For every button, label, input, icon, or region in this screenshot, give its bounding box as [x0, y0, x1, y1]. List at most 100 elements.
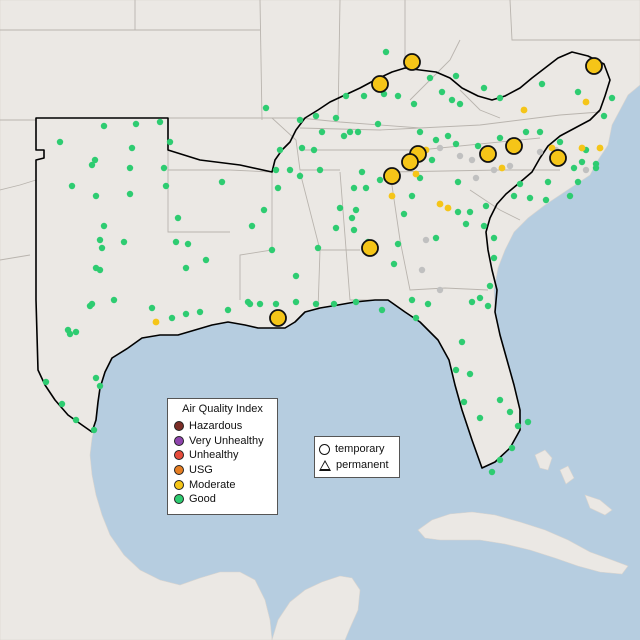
good-monitor-dot [168, 314, 176, 322]
good-monitor-dot [570, 164, 578, 172]
good-monitor-dot [448, 96, 456, 104]
good-monitor-dot [298, 144, 306, 152]
good-monitor-dot [416, 128, 424, 136]
moderate-temporary-monitor [585, 57, 603, 75]
good-monitor-dot [408, 192, 416, 200]
good-monitor-dot [378, 306, 386, 314]
good-monitor-dot [390, 260, 398, 268]
legend-item-permanent: permanent [315, 457, 399, 473]
good-monitor-dot [466, 208, 474, 216]
no-data-monitor-dot [456, 152, 464, 160]
good-monitor-dot [496, 94, 504, 102]
good-monitor-dot [184, 240, 192, 248]
good-monitor-dot [394, 92, 402, 100]
good-monitor-dot [88, 161, 96, 169]
moderate-monitor-dot [578, 144, 586, 152]
good-monitor-dot [488, 468, 496, 476]
good-monitor-dot [592, 160, 600, 168]
good-monitor-dot [202, 256, 210, 264]
land-yucatan [271, 575, 361, 640]
good-monitor-dot [508, 444, 516, 452]
no-data-monitor-dot [582, 166, 590, 174]
good-monitor-dot [424, 300, 432, 308]
good-monitor-dot [316, 166, 324, 174]
legend-item-very-unhealthy: Very Unhealthy [168, 434, 277, 449]
legend-item-unhealthy: Unhealthy [168, 448, 277, 463]
good-monitor-dot [350, 226, 358, 234]
good-monitor-dot [486, 282, 494, 290]
moderate-monitor-dot [412, 170, 420, 178]
good-monitor-dot [354, 128, 362, 136]
legend-item-good: Good [168, 492, 277, 507]
good-monitor-dot [58, 400, 66, 408]
no-data-monitor-dot [536, 148, 544, 156]
good-monitor-dot [132, 120, 140, 128]
no-data-monitor-dot [436, 286, 444, 294]
good-monitor-dot [466, 370, 474, 378]
good-monitor-dot [196, 308, 204, 316]
good-monitor-dot [362, 184, 370, 192]
good-monitor-dot [56, 138, 64, 146]
good-monitor-dot [110, 296, 118, 304]
land-bahamas [584, 494, 613, 516]
good-monitor-dot [462, 220, 470, 228]
good-monitor-dot [484, 302, 492, 310]
good-monitor-dot [452, 366, 460, 374]
good-monitor-dot [330, 300, 338, 308]
good-monitor-dot [454, 208, 462, 216]
monitor-markers [42, 48, 616, 476]
good-monitor-dot [376, 176, 384, 184]
good-monitor-dot [444, 132, 452, 140]
good-monitor-dot [272, 166, 280, 174]
good-monitor-dot [100, 122, 108, 130]
no-data-monitor-dot [468, 156, 476, 164]
good-monitor-dot [292, 272, 300, 280]
good-monitor-dot [296, 116, 304, 124]
good-monitor-dot [490, 234, 498, 242]
moderate-temporary-monitor [401, 153, 419, 171]
good-monitor-dot [454, 178, 462, 186]
legend-label: Moderate [189, 478, 236, 491]
good-monitor-dot [148, 304, 156, 312]
legend-item-hazardous: Hazardous [168, 419, 277, 434]
good-monitor-dot [432, 136, 440, 144]
legend-label: Hazardous [189, 420, 243, 433]
moderate-temporary-monitor [383, 167, 401, 185]
moderate-monitor-dot [582, 98, 590, 106]
good-monitor-dot [358, 168, 366, 176]
good-monitor-dot [382, 48, 390, 56]
good-monitor-dot [374, 120, 382, 128]
very-unhealthy-swatch-icon [174, 435, 184, 446]
moderate-temporary-monitor [549, 149, 567, 167]
good-monitor-dot [524, 418, 532, 426]
good-monitor-dot [482, 202, 490, 210]
good-monitor-dot [274, 184, 282, 192]
good-monitor-dot [538, 80, 546, 88]
good-monitor-dot [156, 118, 164, 126]
good-monitor-dot [432, 234, 440, 242]
moderate-temporary-monitor [479, 145, 497, 163]
good-monitor-dot [92, 192, 100, 200]
good-monitor-dot [248, 222, 256, 230]
good-monitor-dot [314, 244, 322, 252]
moderate-temporary-monitor [269, 309, 287, 327]
good-monitor-dot [68, 182, 76, 190]
good-monitor-dot [160, 164, 168, 172]
good-monitor-dot [400, 210, 408, 218]
good-monitor-dot [126, 190, 134, 198]
good-monitor-dot [516, 180, 524, 188]
good-monitor-dot [218, 178, 226, 186]
good-monitor-dot [96, 382, 104, 390]
good-monitor-dot [182, 310, 190, 318]
legend-label: temporary [335, 443, 385, 455]
good-monitor-dot [332, 224, 340, 232]
good-monitor-dot [506, 408, 514, 416]
good-monitor-dot [544, 178, 552, 186]
good-monitor-dot [162, 182, 170, 190]
moderate-monitor-dot [436, 200, 444, 208]
good-monitor-dot [410, 100, 418, 108]
region-outline [35, 51, 611, 469]
legend-label: Unhealthy [189, 449, 239, 462]
good-monitor-dot [600, 112, 608, 120]
good-monitor-dot [496, 396, 504, 404]
